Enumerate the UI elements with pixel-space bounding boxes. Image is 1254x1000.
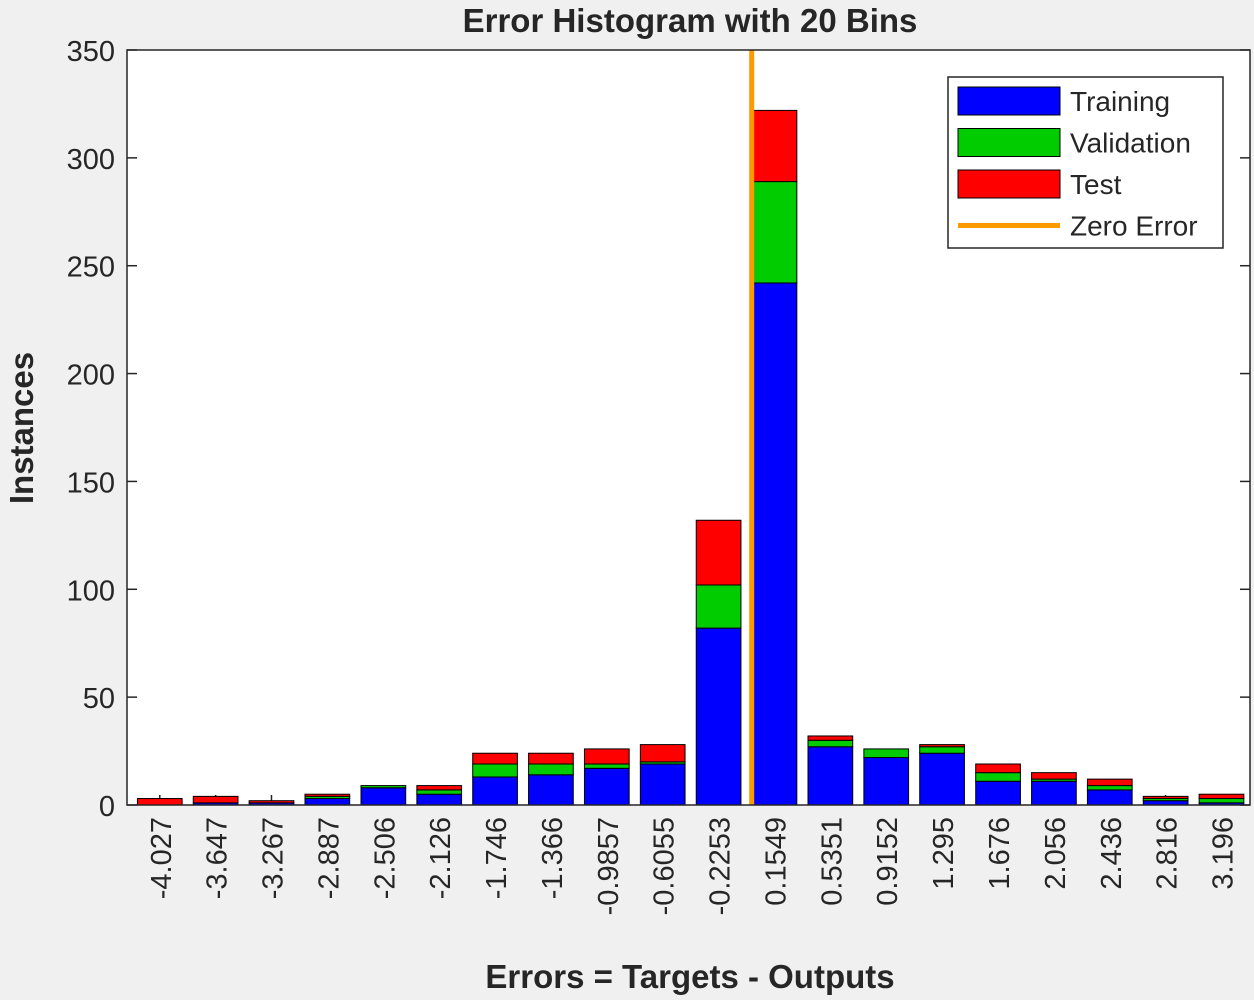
bar-segment xyxy=(416,793,463,806)
bar-segment xyxy=(919,746,965,754)
x-tick-label: 2.056 xyxy=(1040,817,1072,890)
bar-segment xyxy=(248,800,295,804)
legend-label: Test xyxy=(1070,169,1122,200)
y-tick-label: 50 xyxy=(83,683,115,715)
bar-segment xyxy=(472,763,518,778)
x-tick-label: 3.196 xyxy=(1207,817,1239,890)
axes-box xyxy=(126,49,1251,806)
bar-segment xyxy=(1031,780,1077,806)
bar-segment xyxy=(583,763,630,769)
bar-segment xyxy=(472,752,518,765)
bar-segment xyxy=(919,752,965,806)
y-tick-label: 250 xyxy=(67,252,115,284)
x-tick-label: 1.676 xyxy=(984,817,1016,890)
bar-segment xyxy=(472,776,518,806)
chart-title: Error Histogram with 20 Bins xyxy=(463,2,918,39)
bar-segment xyxy=(528,752,574,765)
x-tick-label: -3.647 xyxy=(202,817,234,899)
bar-segment xyxy=(975,763,1021,774)
bar-segment xyxy=(695,584,742,629)
bar-segment xyxy=(807,735,854,741)
bar-segment xyxy=(1086,785,1133,791)
bar-segment xyxy=(1031,772,1077,780)
bar-segment xyxy=(975,780,1021,806)
x-tick-label: -3.267 xyxy=(257,817,289,899)
bar-segment xyxy=(528,774,574,806)
x-tick-label: 1.295 xyxy=(928,817,960,890)
bar-segment xyxy=(975,772,1021,782)
x-tick-label: -0.6055 xyxy=(649,817,681,915)
bar-segment xyxy=(583,767,630,806)
bar-segment xyxy=(360,787,407,806)
bar-segment xyxy=(695,519,742,586)
bar-segment xyxy=(360,785,407,789)
x-tick-label: -4.027 xyxy=(146,817,178,899)
bar-segment xyxy=(919,744,965,748)
y-tick-label: 350 xyxy=(67,36,115,68)
bar-segment xyxy=(192,795,239,804)
legend-label: Training xyxy=(1070,86,1170,117)
y-tick-label: 100 xyxy=(67,575,115,607)
x-tick-label: -1.366 xyxy=(537,817,569,899)
bar-segment xyxy=(304,798,351,806)
bar-segment xyxy=(304,793,351,797)
bar-segment xyxy=(863,757,910,806)
x-tick-label: 2.816 xyxy=(1152,817,1184,890)
bar-segment xyxy=(695,627,742,806)
x-tick-label: -2.126 xyxy=(425,817,457,899)
legend-swatch xyxy=(957,86,1061,116)
legend-swatch xyxy=(957,128,1061,157)
y-tick-label: 200 xyxy=(67,360,115,392)
bar-segment xyxy=(416,789,463,795)
bar-segment xyxy=(751,109,798,183)
bar-segment xyxy=(136,798,183,806)
legend-swatch xyxy=(957,169,1061,199)
legend-label: Zero Error xyxy=(1070,211,1198,242)
bar-segment xyxy=(1142,795,1189,800)
x-tick-label: -2.887 xyxy=(313,817,345,899)
x-axis-label: Errors = Targets - Outputs xyxy=(485,958,894,995)
bar-segment xyxy=(863,748,910,759)
y-axis-label: Instances xyxy=(3,352,40,504)
bar-segment xyxy=(583,748,630,765)
bar-segment xyxy=(807,746,854,806)
bar-segment xyxy=(639,744,686,763)
x-tick-label: -0.2253 xyxy=(705,817,737,915)
x-tick-label: 0.9152 xyxy=(872,817,904,906)
legend-label: Validation xyxy=(1070,128,1191,159)
bar-segment xyxy=(1198,798,1245,804)
bar-segment xyxy=(1086,789,1133,806)
bar-segment xyxy=(751,282,798,806)
bar-segment xyxy=(528,763,574,776)
x-tick-label: 2.436 xyxy=(1096,817,1128,890)
y-tick-label: 150 xyxy=(67,467,115,499)
bar-segment xyxy=(416,785,463,791)
bar-segment xyxy=(1198,793,1245,800)
y-tick-label: 0 xyxy=(99,791,115,823)
bar-segment xyxy=(1086,778,1133,787)
x-tick-label: -2.506 xyxy=(369,817,401,899)
bar-segment xyxy=(751,181,798,284)
x-tick-label: 0.1549 xyxy=(760,817,792,906)
x-tick-label: -1.746 xyxy=(481,817,513,899)
bar-segment xyxy=(639,763,686,806)
y-tick-label: 300 xyxy=(67,144,115,176)
bar-segment xyxy=(807,739,854,748)
x-tick-label: -0.9857 xyxy=(593,817,625,915)
x-tick-label: 0.5351 xyxy=(816,817,848,906)
